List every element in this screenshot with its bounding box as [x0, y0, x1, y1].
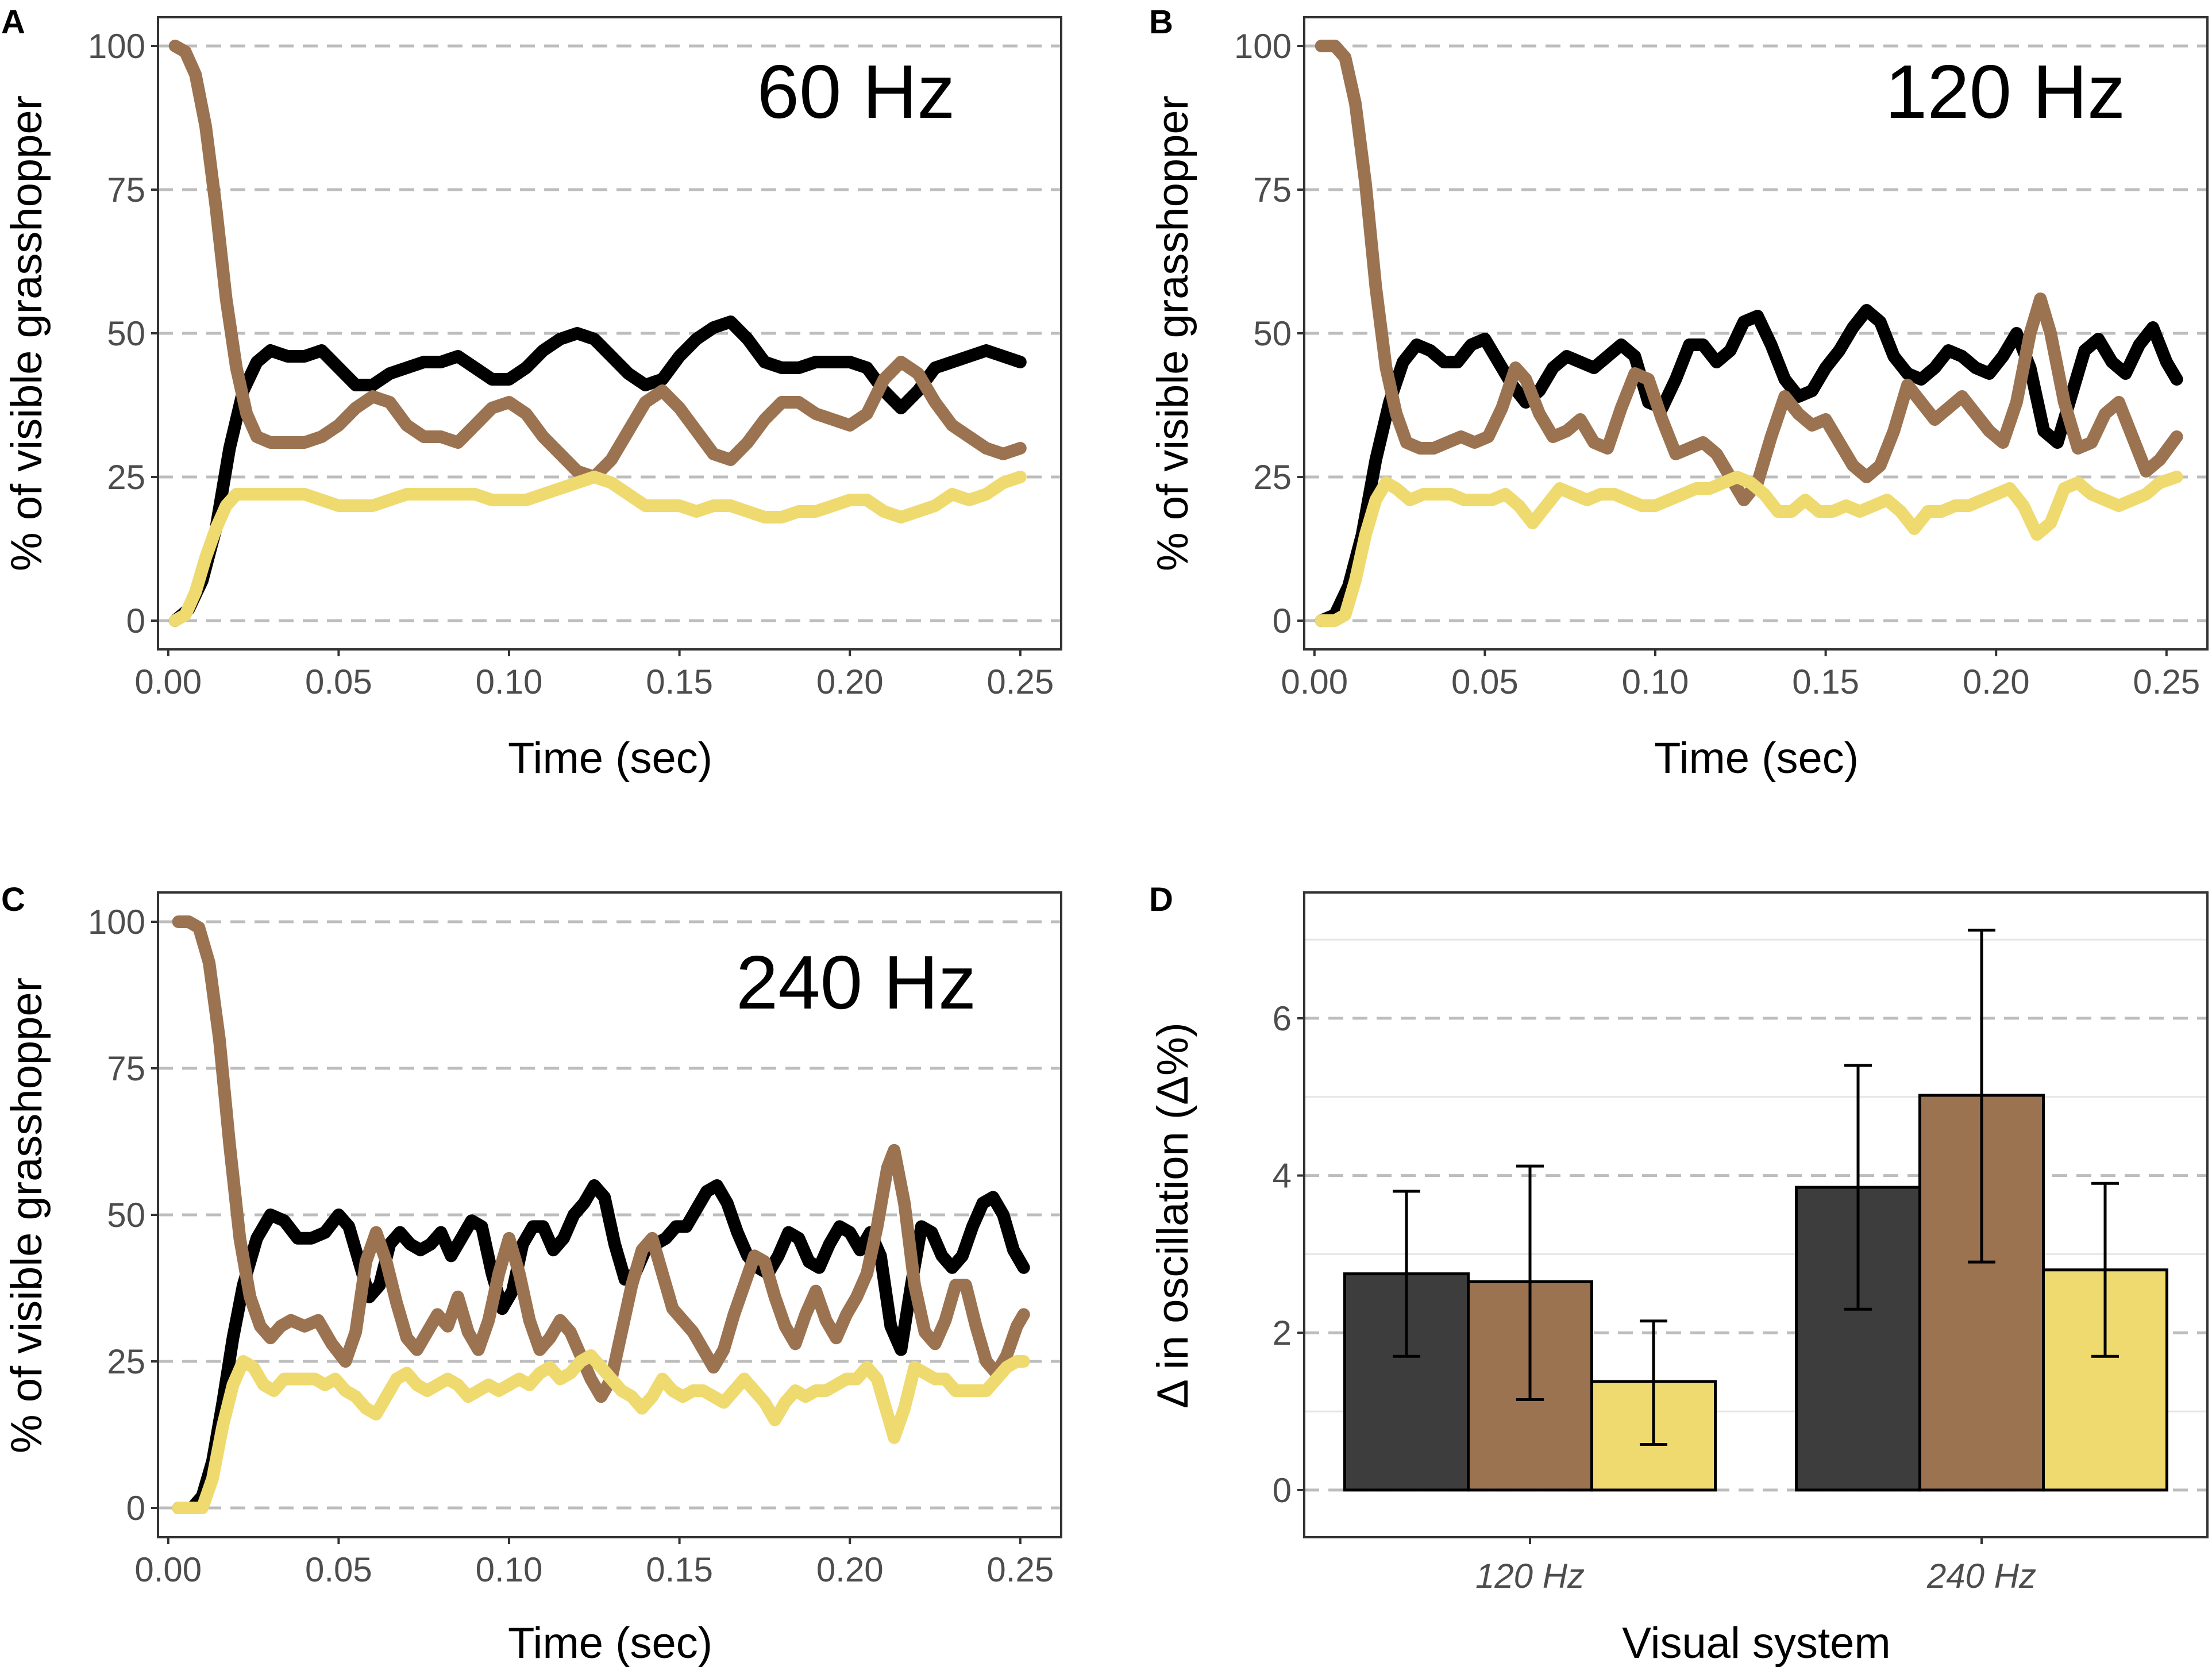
series-line-brown [168, 40, 1027, 483]
y-tick-label: 25 [1253, 458, 1292, 497]
x-tick-label: 0.00 [1281, 663, 1348, 701]
x-tick-label: 0.00 [134, 1550, 202, 1589]
x-category-label: 120 Hz [1475, 1557, 1585, 1595]
x-tick-label: 0.25 [986, 663, 1054, 701]
panel-B: 0 25 50 75 100 0.00 0.05 0.10 0.15 0.20 0.25 120 Hz… [1149, 3, 2209, 783]
frequency-annotation: 60 Hz [757, 49, 955, 134]
panel-border [1303, 16, 2209, 651]
panel-letter: D [1149, 881, 1173, 918]
x-tick-label: 0.10 [476, 663, 543, 701]
y-tick-label: 50 [1253, 314, 1292, 353]
y-tick-label: 75 [1253, 171, 1292, 209]
y-axis-title: % of visible grasshopper [2, 978, 51, 1453]
x-tick-label: 0.25 [2133, 663, 2200, 701]
y-tick-label: 50 [107, 314, 145, 353]
y-tick-label: 2 [1273, 1314, 1292, 1352]
panel-C: 0 25 50 75 100 0.00 0.05 0.10 0.15 0.20 0.25 240 Hz… [1, 881, 1062, 1668]
x-category-label: 240 Hz [1926, 1557, 2036, 1595]
x-axis-title: Time (sec) [1654, 734, 1859, 783]
series-line-black [1315, 304, 2183, 627]
x-tick-label: 0.20 [1963, 663, 2030, 701]
y-tick-label: 0 [1273, 1471, 1292, 1510]
y-tick-label: 100 [88, 27, 145, 66]
x-tick-label: 0.25 [986, 1550, 1054, 1589]
x-tick-label: 0.15 [646, 1550, 713, 1589]
panel-border [157, 16, 1062, 651]
x-tick-label: 0.15 [1792, 663, 1859, 701]
y-tick-label: 100 [88, 903, 145, 941]
y-tick-label: 0 [126, 602, 145, 640]
y-tick-label: 75 [107, 1049, 145, 1088]
x-tick-label: 0.05 [305, 663, 372, 701]
x-tick-label: 0.20 [816, 663, 884, 701]
x-tick-label: 0.10 [1622, 663, 1689, 701]
panel-letter: B [1149, 3, 1173, 41]
y-tick-label: 25 [107, 1342, 145, 1381]
series-line-brown [1315, 40, 2183, 506]
x-tick-label: 0.00 [134, 663, 202, 701]
x-tick-label: 0.20 [816, 1550, 884, 1589]
x-axis-title: Visual system [1622, 1619, 1890, 1668]
frequency-annotation: 120 Hz [1885, 49, 2125, 134]
x-axis-title: Time (sec) [508, 1619, 712, 1668]
y-tick-label: 6 [1273, 999, 1292, 1038]
frequency-annotation: 240 Hz [736, 940, 976, 1025]
panel-border [157, 891, 1062, 1538]
y-tick-label: 0 [1273, 602, 1292, 640]
y-tick-label: 0 [126, 1489, 145, 1527]
panel-D: 0 2 4 6 120 Hz 240 Hz Visual system Δ in oscill… [1149, 881, 2209, 1668]
y-axis-title: % of visible grasshopper [1149, 95, 1197, 571]
x-axis-title: Time (sec) [508, 734, 712, 783]
y-tick-label: 75 [107, 171, 145, 209]
y-axis-title: % of visible grasshopper [2, 95, 51, 571]
x-tick-label: 0.10 [476, 1550, 543, 1589]
y-tick-label: 100 [1234, 27, 1292, 66]
series-line-yellow [168, 471, 1027, 627]
panel-border [1303, 891, 2209, 1538]
y-tick-label: 4 [1273, 1157, 1292, 1195]
series-line-yellow [1315, 471, 2183, 627]
x-tick-label: 0.05 [1451, 663, 1519, 701]
series-line-yellow [172, 1349, 1030, 1514]
y-axis-title: Δ in oscillation (Δ%) [1149, 1022, 1197, 1409]
y-tick-label: 50 [107, 1196, 145, 1234]
x-tick-label: 0.15 [646, 663, 713, 701]
panel-letter: A [1, 3, 25, 41]
y-tick-label: 25 [107, 458, 145, 497]
panel-A: 0 25 50 75 100 0.00 0.05 0.10 0.15 0.20 0.25 60 Hz T… [1, 3, 1062, 783]
x-tick-label: 0.05 [305, 1550, 372, 1589]
series-line-black [172, 1179, 1030, 1514]
series-line-black [168, 315, 1027, 627]
panel-letter: C [1, 881, 25, 918]
